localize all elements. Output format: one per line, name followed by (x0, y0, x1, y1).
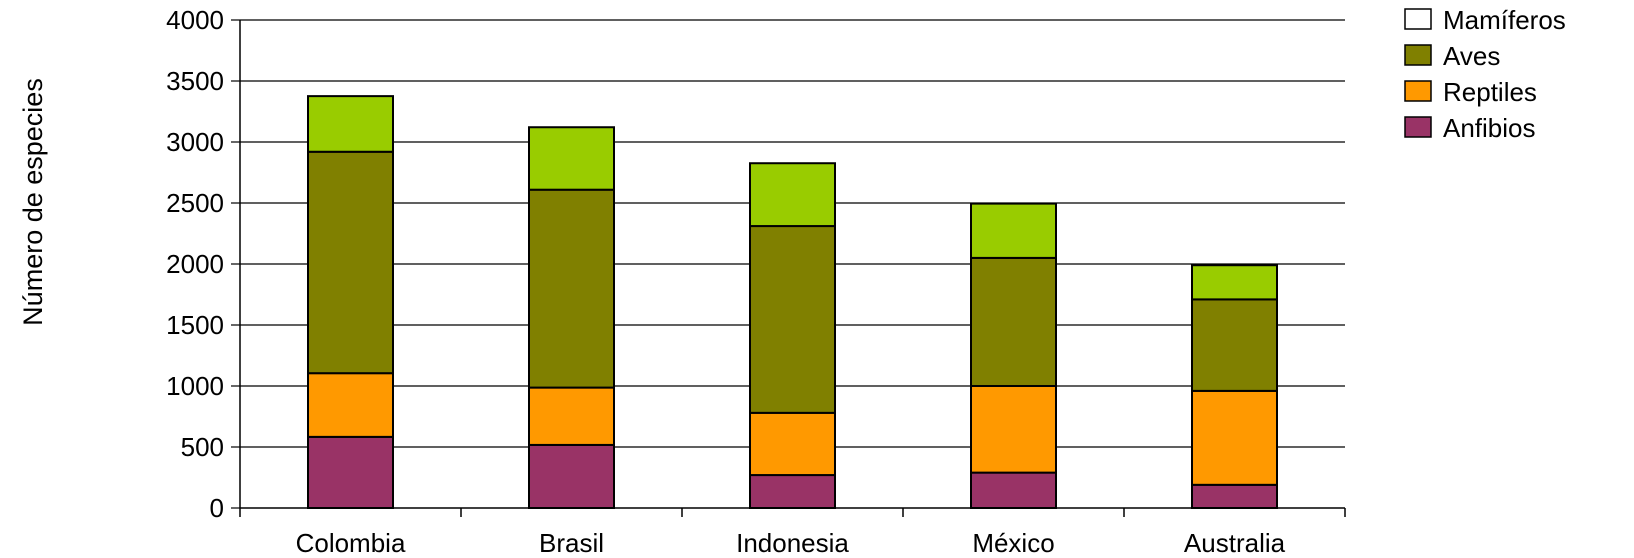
legend-swatch (1404, 8, 1432, 30)
y-tick-label: 1500 (166, 310, 224, 340)
y-tick-label: 2000 (166, 249, 224, 279)
legend-label: Aves (1443, 41, 1500, 71)
bar-segment-anfibios (970, 471, 1057, 509)
bar-segment-reptiles (528, 386, 615, 446)
x-tick-label: México (972, 528, 1054, 558)
legend-swatch (1404, 44, 1432, 66)
legend-label: Anfibios (1443, 113, 1536, 143)
x-tick-labels: Colombia Brasil Indonesia México Australia (296, 528, 1286, 558)
y-tick-label: 4000 (166, 5, 224, 35)
bar-segment-mam-feros (749, 162, 836, 228)
bar-segment-mam-feros (1191, 264, 1278, 301)
y-tick-label: 3000 (166, 127, 224, 157)
bar-segment-anfibios (749, 474, 836, 509)
legend-label: Mamíferos (1443, 5, 1566, 35)
bars (307, 95, 1278, 510)
bar-segment-reptiles (307, 372, 394, 438)
x-tick-label: Australia (1184, 528, 1286, 558)
bar-segment-mam-feros (970, 202, 1057, 259)
bar-segment-aves (749, 225, 836, 414)
x-tick-label: Colombia (296, 528, 406, 558)
x-tick-label: Brasil (539, 528, 604, 558)
y-tick-label: 2500 (166, 188, 224, 218)
y-axis-title: Número de especies (18, 78, 48, 326)
bar-segment-anfibios (528, 443, 615, 509)
bar-segment-mam-feros (307, 95, 394, 153)
legend-swatch (1404, 116, 1432, 138)
bar-segment-mam-feros (528, 126, 615, 191)
bar-segment-reptiles (749, 411, 836, 477)
y-tick-label: 3500 (166, 66, 224, 96)
y-tick-label: 500 (181, 432, 224, 462)
bar-segment-aves (307, 150, 394, 375)
y-tick-label: 0 (210, 493, 224, 523)
bar-segment-reptiles (970, 385, 1057, 474)
bar-segment-aves (970, 256, 1057, 387)
bar-segment-anfibios (1191, 483, 1278, 510)
y-tick-label: 1000 (166, 371, 224, 401)
y-tick-labels: 0 500 1000 1500 2000 2500 3000 3500 4000 (166, 5, 224, 523)
bar-segment-aves (528, 188, 615, 389)
legend-swatch (1404, 80, 1432, 102)
x-tick-label: Indonesia (736, 528, 849, 558)
bar-segment-aves (1191, 298, 1278, 392)
axes (239, 20, 1346, 517)
legend: Mamíferos Aves Reptiles Anfibios (1404, 5, 1566, 143)
bar-segment-anfibios (307, 435, 394, 509)
bar-segment-reptiles (1191, 389, 1278, 486)
legend-label: Reptiles (1443, 77, 1537, 107)
